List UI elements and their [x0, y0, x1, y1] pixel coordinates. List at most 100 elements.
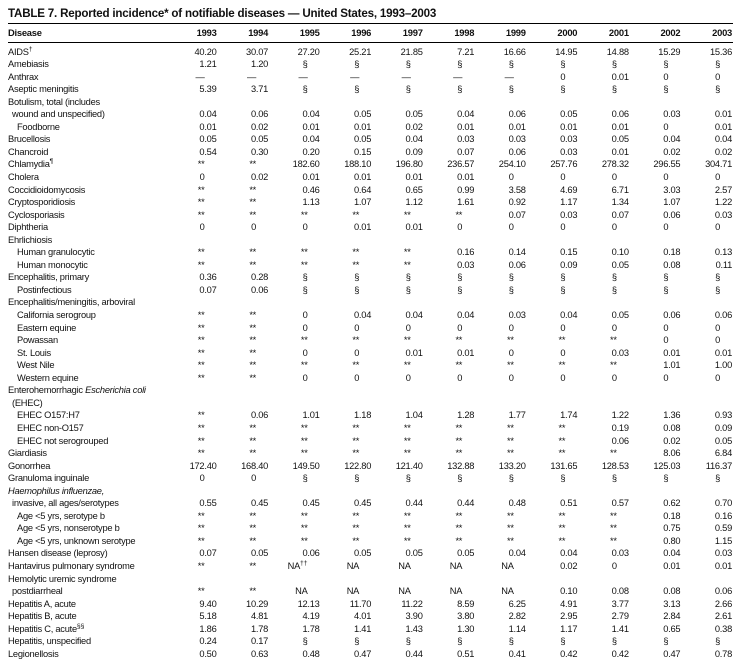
value-cell-1994: — [247, 71, 257, 82]
value-cell-2000: 0.01 [560, 121, 578, 132]
empty-cell [475, 573, 527, 586]
value-cell-1995: 0 [302, 347, 308, 358]
value-cell-1994: ** [249, 535, 257, 546]
table-row: Age <5 yrs, serotype b ** ** ** ** ** ** ** ** **… [8, 510, 733, 523]
value-cell-1999: ** [506, 523, 514, 534]
value-cell-1999: 0.03 [508, 134, 526, 145]
value-cell-2001: 0.05 [611, 310, 629, 321]
value-cell-1996: § [354, 59, 360, 70]
value-cell-1999: 0 [508, 372, 514, 383]
value-cell-1998: 0.03 [457, 134, 475, 145]
table-row: postdiarrheal ** ** NA NA NA NA NA 0.10 0.08 0.08 0… [8, 585, 733, 598]
table-row: California serogroup ** ** 0 0.04 0.04 0.04 0.0… [8, 309, 733, 322]
value-cell-1995: 1.01 [302, 410, 320, 421]
value-cell-1994: 168.40 [241, 460, 269, 471]
value-cell-1999: 0.92 [508, 197, 526, 208]
empty-cell [218, 96, 270, 109]
value-cell-2002: 0 [663, 172, 669, 183]
empty-cell [166, 96, 218, 109]
table-row: Eastern equine ** ** 0 0 0 0 0 0 0 0 0 [8, 322, 733, 335]
value-cell-2003: 0 [715, 322, 720, 333]
value-cell-1993: 0.01 [199, 121, 217, 132]
value-cell-1996: ** [352, 335, 360, 346]
table-row: Encephalitis, primary 0.36 0.28 § § § § § § § § § [8, 271, 733, 284]
value-cell-2003: 0.04 [714, 134, 732, 145]
value-cell-1999: 1.77 [508, 410, 526, 421]
disease-label: Chlamydia¶ [8, 158, 54, 170]
empty-cell [681, 96, 733, 109]
value-cell-1999: ** [506, 535, 514, 546]
value-cell-2000: 0.03 [560, 209, 578, 220]
value-cell-2000: 1.17 [560, 197, 578, 208]
value-cell-1998: 1.28 [457, 410, 475, 421]
value-cell-1993: ** [197, 209, 205, 220]
value-cell-1996: ** [352, 422, 360, 433]
value-cell-1997: § [405, 272, 411, 283]
value-cell-2001: § [611, 473, 617, 484]
value-cell-2001: 1.41 [611, 623, 629, 634]
value-cell-1998: 236.57 [447, 159, 475, 170]
value-cell-2002: 0 [663, 335, 669, 346]
disease-label: Giardiasis [8, 448, 47, 459]
value-cell-1995: § [302, 284, 308, 295]
disease-label: Amebiasis [8, 59, 49, 70]
empty-cell [372, 384, 424, 397]
value-cell-2001: 14.88 [606, 46, 629, 57]
disease-label: Granuloma inguinale [8, 473, 90, 484]
value-cell-2002: § [663, 284, 669, 295]
disease-label: Age <5 yrs, nonserotype b [17, 523, 120, 534]
value-cell-1997: ** [403, 435, 411, 446]
value-cell-2001: 0.01 [611, 121, 629, 132]
value-cell-1995: § [302, 84, 308, 95]
table-row: wound and unspecified) 0.04 0.06 0.04 0.05 0.… [8, 108, 733, 121]
value-cell-1996: § [354, 272, 360, 283]
value-cell-2003: 0 [715, 172, 720, 183]
value-cell-1998: 0 [457, 372, 463, 383]
value-cell-2000: 0 [560, 347, 566, 358]
value-cell-1998: NA [449, 560, 463, 571]
value-cell-2003: 6.84 [714, 448, 732, 459]
table-row: West Nile ** ** ** ** ** ** ** ** ** 1.01 1.00 [8, 359, 733, 372]
value-cell-1998: 1.30 [457, 623, 475, 634]
value-cell-1999: 0.14 [508, 247, 526, 258]
value-cell-2002: 1.01 [663, 360, 681, 371]
value-cell-1994: ** [249, 360, 257, 371]
value-cell-1997: § [405, 59, 411, 70]
value-cell-2001: 0.01 [611, 71, 629, 82]
value-cell-2002: 0.47 [663, 648, 681, 659]
value-cell-1999: ** [506, 435, 514, 446]
value-cell-1994: ** [249, 322, 257, 333]
empty-cell [630, 485, 682, 498]
value-cell-1993: ** [197, 322, 205, 333]
header-year-2001: 2001 [578, 24, 630, 43]
empty-cell [475, 234, 527, 247]
value-cell-2003: § [715, 59, 720, 70]
value-cell-1996: ** [352, 360, 360, 371]
value-cell-2002: 0 [663, 322, 669, 333]
disease-label: West Nile [17, 360, 55, 371]
value-cell-1996: 0 [354, 347, 360, 358]
value-cell-2003: 0.01 [714, 347, 732, 358]
value-cell-1994: ** [249, 372, 257, 383]
table-row: (EHEC) [8, 397, 733, 410]
value-cell-1996: 0.01 [354, 121, 372, 132]
value-cell-1997: 0.44 [405, 498, 423, 509]
empty-cell [424, 397, 476, 410]
value-cell-1999: 133.20 [498, 460, 526, 471]
value-cell-2001: ** [610, 523, 617, 534]
value-cell-1994: ** [249, 347, 257, 358]
value-cell-1993: ** [197, 247, 205, 258]
empty-cell [681, 296, 733, 309]
value-cell-1998: ** [455, 435, 463, 446]
empty-cell [578, 384, 630, 397]
value-cell-2000: 0.10 [560, 586, 578, 597]
empty-cell [630, 573, 682, 586]
value-cell-2002: 0.08 [663, 259, 681, 270]
disease-label: Western equine [17, 372, 79, 383]
value-cell-2001: 0 [611, 560, 617, 571]
value-cell-2001: 0.19 [611, 422, 629, 433]
value-cell-1993: 5.18 [199, 611, 217, 622]
value-cell-2000: § [560, 284, 566, 295]
value-cell-1997: 0.04 [405, 310, 423, 321]
disease-label: Human monocytic [17, 259, 88, 270]
